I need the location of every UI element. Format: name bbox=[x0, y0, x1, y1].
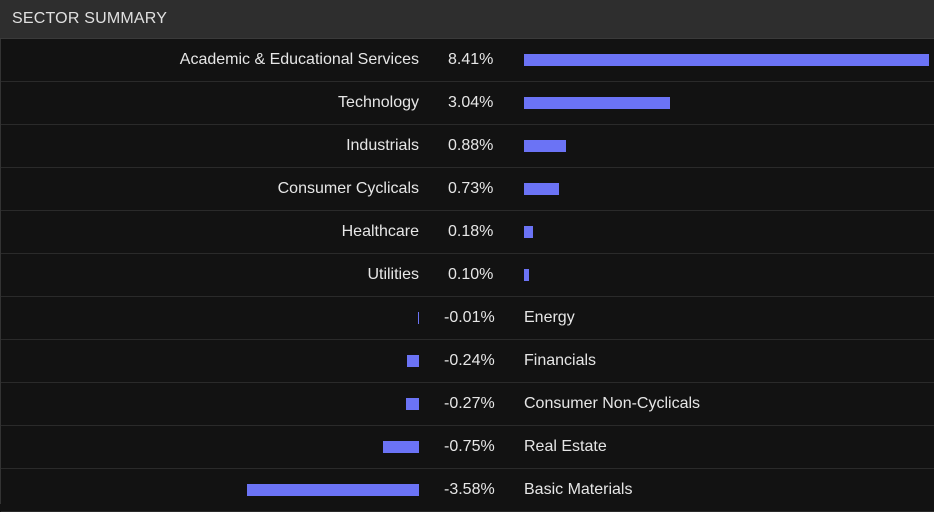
chart-row: Real Estate -0.75% bbox=[1, 426, 934, 469]
chart-row: Financials -0.24% bbox=[1, 340, 934, 383]
bar bbox=[405, 398, 419, 410]
bar bbox=[524, 97, 671, 109]
value-label: -0.27% bbox=[444, 395, 495, 412]
bar bbox=[417, 312, 419, 324]
chart-row: Healthcare 0.18% bbox=[1, 211, 934, 254]
chart-row: Energy -0.01% bbox=[1, 297, 934, 340]
value-label: 0.88% bbox=[448, 137, 494, 154]
bar bbox=[524, 183, 560, 195]
value-label: -3.58% bbox=[444, 481, 495, 498]
chart-row: Basic Materials -3.58% bbox=[1, 469, 934, 512]
bar bbox=[407, 355, 419, 367]
bar bbox=[524, 226, 533, 238]
category-label: Consumer Cyclicals bbox=[277, 180, 419, 197]
bar bbox=[524, 140, 567, 152]
category-label: Financials bbox=[524, 352, 597, 369]
category-label: Healthcare bbox=[341, 223, 419, 240]
bar bbox=[246, 484, 419, 496]
category-label: Basic Materials bbox=[524, 481, 633, 498]
sector-bar-chart: Academic & Educational Services 8.41% Tech… bbox=[0, 39, 934, 512]
value-label: 0.18% bbox=[448, 223, 494, 240]
value-label: 8.41% bbox=[448, 51, 494, 68]
category-label: Industrials bbox=[346, 137, 419, 154]
value-label: -0.75% bbox=[444, 438, 495, 455]
value-label: -0.01% bbox=[444, 309, 495, 326]
value-label: 3.04% bbox=[448, 94, 494, 111]
value-label: -0.24% bbox=[444, 352, 495, 369]
bar bbox=[524, 54, 929, 66]
page-title: SECTOR SUMMARY bbox=[12, 10, 168, 27]
chart-row: Consumer Non-Cyclicals -0.27% bbox=[1, 383, 934, 426]
sector-summary-header: SECTOR SUMMARY bbox=[0, 0, 934, 39]
bar bbox=[524, 269, 529, 281]
category-label: Real Estate bbox=[524, 438, 607, 455]
chart-row: Utilities 0.10% bbox=[1, 254, 934, 297]
chart-row: Industrials 0.88% bbox=[1, 125, 934, 168]
category-label: Utilities bbox=[367, 266, 419, 283]
category-label: Technology bbox=[338, 94, 419, 111]
chart-row: Academic & Educational Services 8.41% bbox=[1, 39, 934, 82]
bar bbox=[382, 441, 419, 453]
chart-row: Technology 3.04% bbox=[1, 82, 934, 125]
chart-row: Consumer Cyclicals 0.73% bbox=[1, 168, 934, 211]
category-label: Energy bbox=[524, 309, 575, 326]
value-label: 0.73% bbox=[448, 180, 494, 197]
category-label: Consumer Non-Cyclicals bbox=[524, 395, 701, 412]
category-label: Academic & Educational Services bbox=[179, 51, 419, 68]
value-label: 0.10% bbox=[448, 266, 494, 283]
